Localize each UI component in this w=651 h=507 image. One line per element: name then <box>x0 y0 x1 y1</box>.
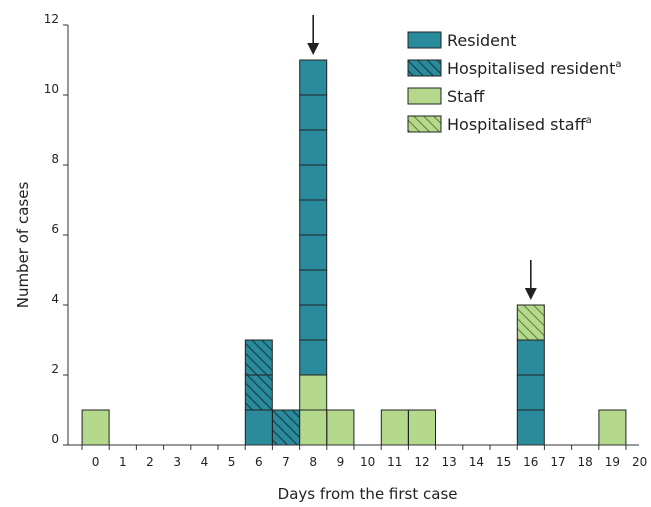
bar-segment-resident-day-8 <box>299 234 328 271</box>
x-tick-label-12: 12 <box>414 455 429 469</box>
bar-segment-resident-day-8 <box>299 304 328 341</box>
x-tick-label-7: 7 <box>282 455 290 469</box>
bar-segment-hospitalised-resident-day-6 <box>244 339 273 376</box>
bar-segment-staff-day-12 <box>408 409 436 446</box>
x-axis-title: Days from the first case <box>278 485 458 503</box>
x-tick-label-8: 8 <box>309 455 317 469</box>
y-tick-label-12: 12 <box>44 12 59 26</box>
bar-segment-resident-day-16 <box>516 339 545 376</box>
legend-swatch-resident <box>407 31 442 49</box>
x-tick-label-5: 5 <box>228 455 236 469</box>
legend-superscript: a <box>586 115 592 126</box>
y-tick-label-6: 6 <box>51 222 59 236</box>
x-tick-label-13: 13 <box>442 455 457 469</box>
legend-swatch-staff <box>407 87 442 105</box>
bar-segment-hospitalised-resident-day-6 <box>244 374 273 411</box>
bar-segment-staff-day-8 <box>299 409 328 446</box>
bar-segment-resident-day-8 <box>299 59 328 96</box>
bar-segment-staff-day-8 <box>299 374 328 411</box>
bar-segment-hospitalised-resident-day-7 <box>272 409 300 446</box>
x-tick-label-10: 10 <box>360 455 375 469</box>
bar-segment-staff-day-9 <box>326 409 355 446</box>
bar-segment-resident-day-8 <box>299 129 328 166</box>
bar-segment-resident-day-8 <box>299 199 328 236</box>
x-tick-label-4: 4 <box>201 455 209 469</box>
bar-segment-resident-day-8 <box>299 339 328 376</box>
legend-label-staff: Staff <box>447 87 485 106</box>
x-tick-label-16: 16 <box>523 455 538 469</box>
x-tick-label-11: 11 <box>387 455 402 469</box>
legend-label-hospitalised-resident: Hospitalised residenta <box>447 59 622 78</box>
x-tick-label-2: 2 <box>146 455 154 469</box>
bars-layer <box>81 59 627 446</box>
annotations <box>307 15 537 300</box>
x-tick-label-17: 17 <box>550 455 565 469</box>
bar-segment-resident-day-8 <box>299 269 328 306</box>
bar-segment-staff-day-0 <box>81 409 110 446</box>
arrow-day-8 <box>307 15 320 55</box>
x-tick-label-9: 9 <box>337 455 345 469</box>
x-tick-label-6: 6 <box>255 455 263 469</box>
y-tick-label-0: 0 <box>51 432 59 446</box>
x-tick-label-19: 19 <box>605 455 620 469</box>
x-tick-label-18: 18 <box>578 455 593 469</box>
bar-segment-staff-day-19 <box>598 409 627 446</box>
bar-segment-resident-day-8 <box>299 94 328 131</box>
x-tick-label-1: 1 <box>119 455 127 469</box>
x-tick-label-14: 14 <box>469 455 484 469</box>
legend-swatch-hospitalised-resident <box>407 59 442 77</box>
x-tick-label-20: 20 <box>632 455 647 469</box>
y-tick-label-8: 8 <box>51 152 59 166</box>
y-tick-label-2: 2 <box>51 362 59 376</box>
y-axis-title: Number of cases <box>14 182 32 309</box>
x-tick-label-15: 15 <box>496 455 511 469</box>
bar-segment-resident-day-16 <box>516 374 545 411</box>
bar-segment-resident-day-6 <box>244 409 273 446</box>
bar-segment-resident-day-16 <box>516 409 545 446</box>
y-tick-label-4: 4 <box>51 292 59 306</box>
bar-segment-hospitalised-staff-day-16 <box>516 304 545 341</box>
legend: Resident Hospitalised residenta Staff Hospi… <box>407 31 622 134</box>
legend-swatch-hospitalised-staff <box>407 115 442 133</box>
x-tick-label-0: 0 <box>92 455 100 469</box>
bar-segment-resident-day-8 <box>299 164 328 201</box>
legend-label-resident: Resident <box>447 31 516 50</box>
bar-segment-staff-day-11 <box>380 409 409 446</box>
legend-label-hospitalised-staff: Hospitalised staffa <box>447 115 592 134</box>
arrow-day-16 <box>524 260 537 300</box>
y-tick-label-10: 10 <box>44 82 59 96</box>
x-tick-label-3: 3 <box>173 455 181 469</box>
legend-superscript: a <box>615 59 621 70</box>
